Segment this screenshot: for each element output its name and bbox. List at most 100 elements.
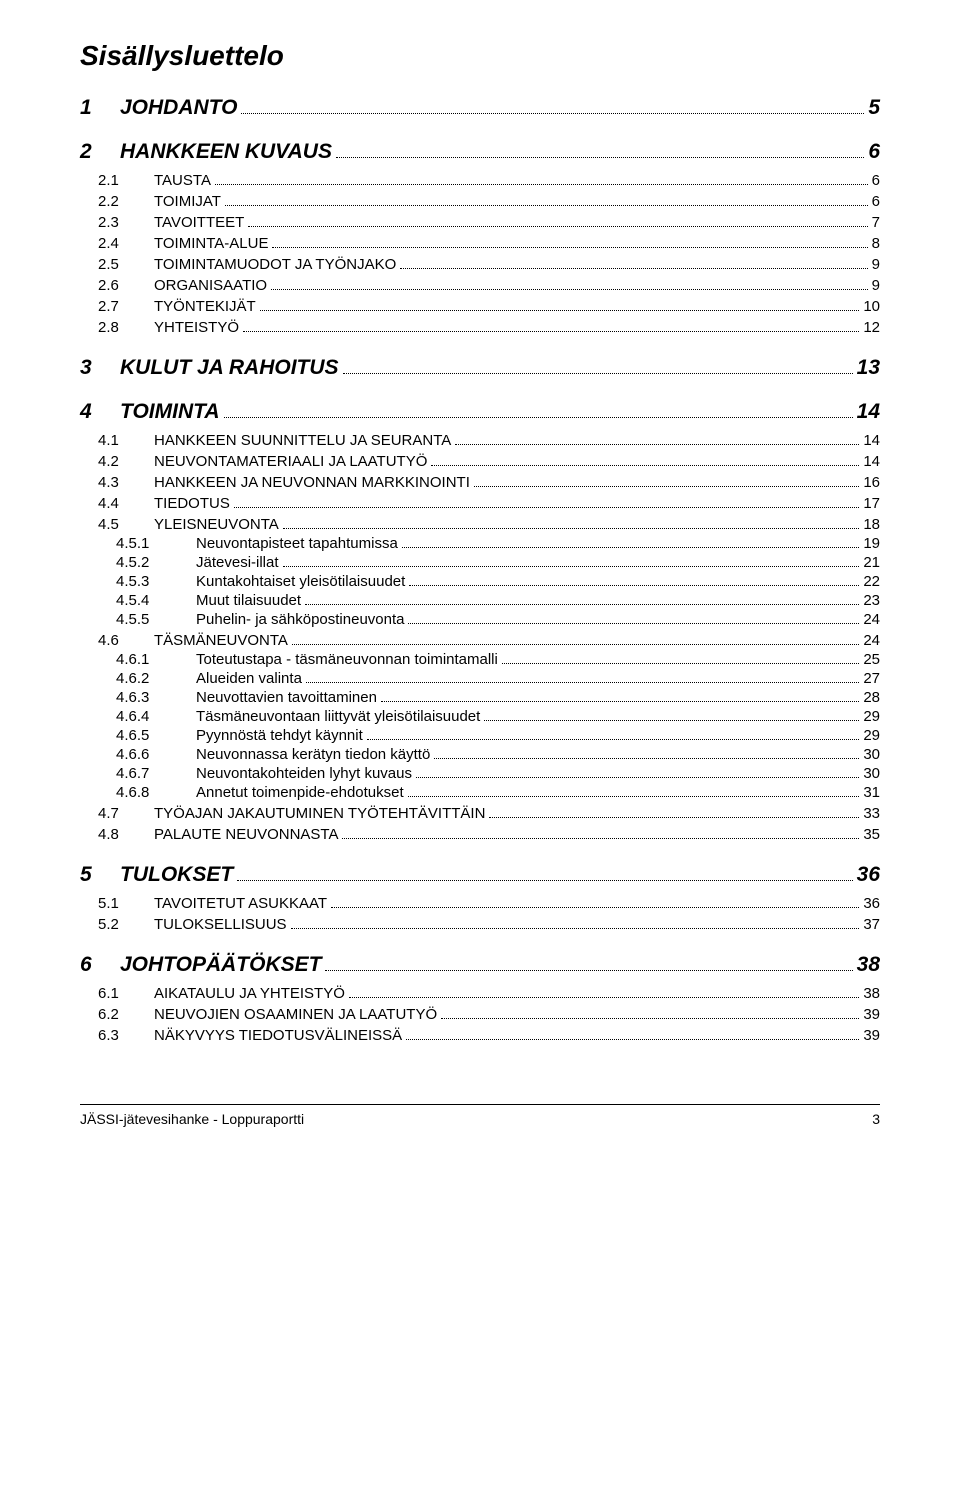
toc-entry[interactable]: 4.8PALAUTE NEUVONNASTA35 — [80, 826, 880, 843]
toc-entry-page: 18 — [863, 516, 880, 533]
toc-entry[interactable]: 6.3NÄKYVYYS TIEDOTUSVÄLINEISSÄ39 — [80, 1027, 880, 1044]
toc-entry[interactable]: 4.5.2Jätevesi-illat21 — [80, 554, 880, 571]
toc-entry[interactable]: 3KULUT JA RAHOITUS13 — [80, 356, 880, 380]
toc-entry[interactable]: 4.5.4Muut tilaisuudet23 — [80, 592, 880, 609]
table-of-contents: 1JOHDANTO 5 2HANKKEEN KUVAUS6 2.1TAUSTA6 2.2… — [80, 96, 880, 1044]
toc-entry[interactable]: 1JOHDANTO 5 — [80, 96, 880, 120]
toc-entry-number: 2.6 — [80, 277, 154, 294]
toc-entry[interactable]: 4.2NEUVONTAMATERIAALI JA LAATUTYÖ14 — [80, 453, 880, 470]
toc-dot-leader — [455, 435, 859, 445]
toc-entry-page: 8 — [872, 235, 880, 252]
toc-entry-number: 5 — [80, 863, 120, 887]
toc-entry-page: 24 — [863, 632, 880, 649]
toc-entry[interactable]: 5TULOKSET36 — [80, 863, 880, 887]
toc-dot-leader — [474, 477, 859, 487]
toc-entry[interactable]: 2.3TAVOITTEET7 — [80, 214, 880, 231]
toc-entry[interactable]: 4.6.2Alueiden valinta27 — [80, 670, 880, 687]
toc-entry[interactable]: 4.6.1Toteutustapa - täsmäneuvonnan toimi… — [80, 651, 880, 668]
toc-entry-number: 2.4 — [80, 235, 154, 252]
toc-entry-number: 4.5.1 — [80, 535, 196, 552]
toc-entry[interactable]: 6.1AIKATAULU JA YHTEISTYÖ38 — [80, 985, 880, 1002]
toc-entry-label: NÄKYVYYS TIEDOTUSVÄLINEISSÄ — [154, 1027, 402, 1044]
toc-dot-leader — [416, 768, 859, 778]
toc-entry[interactable]: 2.8YHTEISTYÖ12 — [80, 319, 880, 336]
toc-entry-number: 3 — [80, 356, 120, 380]
toc-entry-number: 4.6.2 — [80, 670, 196, 687]
toc-dot-leader — [336, 144, 864, 158]
toc-entry-number: 4.6.6 — [80, 746, 196, 763]
toc-entry[interactable]: 4.6.5Pyynnöstä tehdyt käynnit29 — [80, 727, 880, 744]
toc-entry-label: HANKKEEN JA NEUVONNAN MARKKINOINTI — [154, 474, 470, 491]
toc-entry-label: JOHDANTO — [120, 96, 237, 120]
footer-page-number: 3 — [872, 1111, 880, 1127]
toc-entry-page: 6 — [872, 193, 880, 210]
toc-entry[interactable]: 4.6.6Neuvonnassa kerätyn tiedon käyttö30 — [80, 746, 880, 763]
toc-entry-label: TÄSMÄNEUVONTA — [154, 632, 288, 649]
toc-entry-page: 14 — [863, 432, 880, 449]
toc-dot-leader — [248, 217, 867, 227]
toc-entry-number: 4.7 — [80, 805, 154, 822]
toc-entry-page: 5 — [868, 96, 880, 120]
toc-entry[interactable]: 2.2TOIMIJAT6 — [80, 193, 880, 210]
toc-entry-label: Pyynnöstä tehdyt käynnit — [196, 727, 363, 744]
toc-entry[interactable]: 6JOHTOPÄÄTÖKSET38 — [80, 953, 880, 977]
toc-entry[interactable]: 2.1TAUSTA6 — [80, 172, 880, 189]
toc-entry[interactable]: 4.7TYÖAJAN JAKAUTUMINEN TYÖTEHTÄVITTÄIN3… — [80, 805, 880, 822]
toc-entry-label: TAVOITTEET — [154, 214, 244, 231]
toc-entry-label: TAVOITETUT ASUKKAAT — [154, 895, 327, 912]
toc-entry[interactable]: 4.5.3Kuntakohtaiset yleisötilaisuudet22 — [80, 573, 880, 590]
toc-dot-leader — [292, 635, 859, 645]
toc-entry[interactable]: 4.6.4Täsmäneuvontaan liittyvät yleisötil… — [80, 708, 880, 725]
toc-dot-leader — [349, 988, 859, 998]
toc-entry-label: HANKKEEN KUVAUS — [120, 140, 332, 164]
toc-entry[interactable]: 4.6.8Annetut toimenpide-ehdotukset31 — [80, 784, 880, 801]
toc-entry-number: 4.5.3 — [80, 573, 196, 590]
toc-entry[interactable]: 5.1TAVOITETUT ASUKKAAT36 — [80, 895, 880, 912]
toc-dot-leader — [325, 957, 852, 971]
toc-entry-label: YLEISNEUVONTA — [154, 516, 279, 533]
toc-entry[interactable]: 6.2NEUVOJIEN OSAAMINEN JA LAATUTYÖ39 — [80, 1006, 880, 1023]
toc-dot-leader — [402, 538, 860, 548]
toc-entry-number: 4.6 — [80, 632, 154, 649]
toc-entry[interactable]: 4.1HANKKEEN SUUNNITTELU JA SEURANTA14 — [80, 432, 880, 449]
toc-entry-page: 19 — [863, 535, 880, 552]
toc-entry-page: 27 — [863, 670, 880, 687]
toc-entry-number: 4.5.4 — [80, 592, 196, 609]
toc-entry[interactable]: 2HANKKEEN KUVAUS6 — [80, 140, 880, 164]
toc-entry-number: 4.6.7 — [80, 765, 196, 782]
toc-entry[interactable]: 4.5.5Puhelin- ja sähköpostineuvonta24 — [80, 611, 880, 628]
toc-entry[interactable]: 4.4TIEDOTUS17 — [80, 495, 880, 512]
toc-entry[interactable]: 4.5YLEISNEUVONTA18 — [80, 516, 880, 533]
toc-entry[interactable]: 4.6.7Neuvontakohteiden lyhyt kuvaus30 — [80, 765, 880, 782]
toc-entry-number: 6.2 — [80, 1006, 154, 1023]
toc-entry[interactable]: 4TOIMINTA14 — [80, 400, 880, 424]
toc-entry[interactable]: 4.6.3Neuvottavien tavoittaminen28 — [80, 689, 880, 706]
toc-entry[interactable]: 2.5TOIMINTAMUODOT JA TYÖNJAKO9 — [80, 256, 880, 273]
toc-entry-page: 28 — [863, 689, 880, 706]
toc-entry[interactable]: 5.2TULOKSELLISUUS37 — [80, 916, 880, 933]
toc-entry-label: Neuvontakohteiden lyhyt kuvaus — [196, 765, 412, 782]
toc-entry-page: 31 — [863, 784, 880, 801]
toc-entry-page: 14 — [857, 400, 880, 424]
toc-entry-page: 10 — [863, 298, 880, 315]
toc-entry-number: 5.1 — [80, 895, 154, 912]
toc-entry[interactable]: 4.3HANKKEEN JA NEUVONNAN MARKKINOINTI16 — [80, 474, 880, 491]
toc-entry-number: 2.7 — [80, 298, 154, 315]
toc-dot-leader — [367, 730, 860, 740]
toc-entry[interactable]: 2.6ORGANISAATIO9 — [80, 277, 880, 294]
toc-entry-label: PALAUTE NEUVONNASTA — [154, 826, 338, 843]
toc-dot-leader — [260, 301, 860, 311]
toc-entry-number: 1 — [80, 96, 120, 120]
toc-entry[interactable]: 2.7TYÖNTEKIJÄT10 — [80, 298, 880, 315]
toc-entry[interactable]: 4.6TÄSMÄNEUVONTA 24 — [80, 632, 880, 649]
toc-entry-number: 4.6.1 — [80, 651, 196, 668]
toc-entry-page: 37 — [863, 916, 880, 933]
toc-entry-number: 4.6.8 — [80, 784, 196, 801]
toc-entry[interactable]: 2.4TOIMINTA-ALUE8 — [80, 235, 880, 252]
toc-dot-leader — [237, 867, 852, 881]
toc-entry-page: 17 — [863, 495, 880, 512]
toc-entry[interactable]: 4.5.1Neuvontapisteet tapahtumissa19 — [80, 535, 880, 552]
toc-entry-number: 4.1 — [80, 432, 154, 449]
toc-entry-number: 2.2 — [80, 193, 154, 210]
toc-dot-leader — [272, 238, 867, 248]
